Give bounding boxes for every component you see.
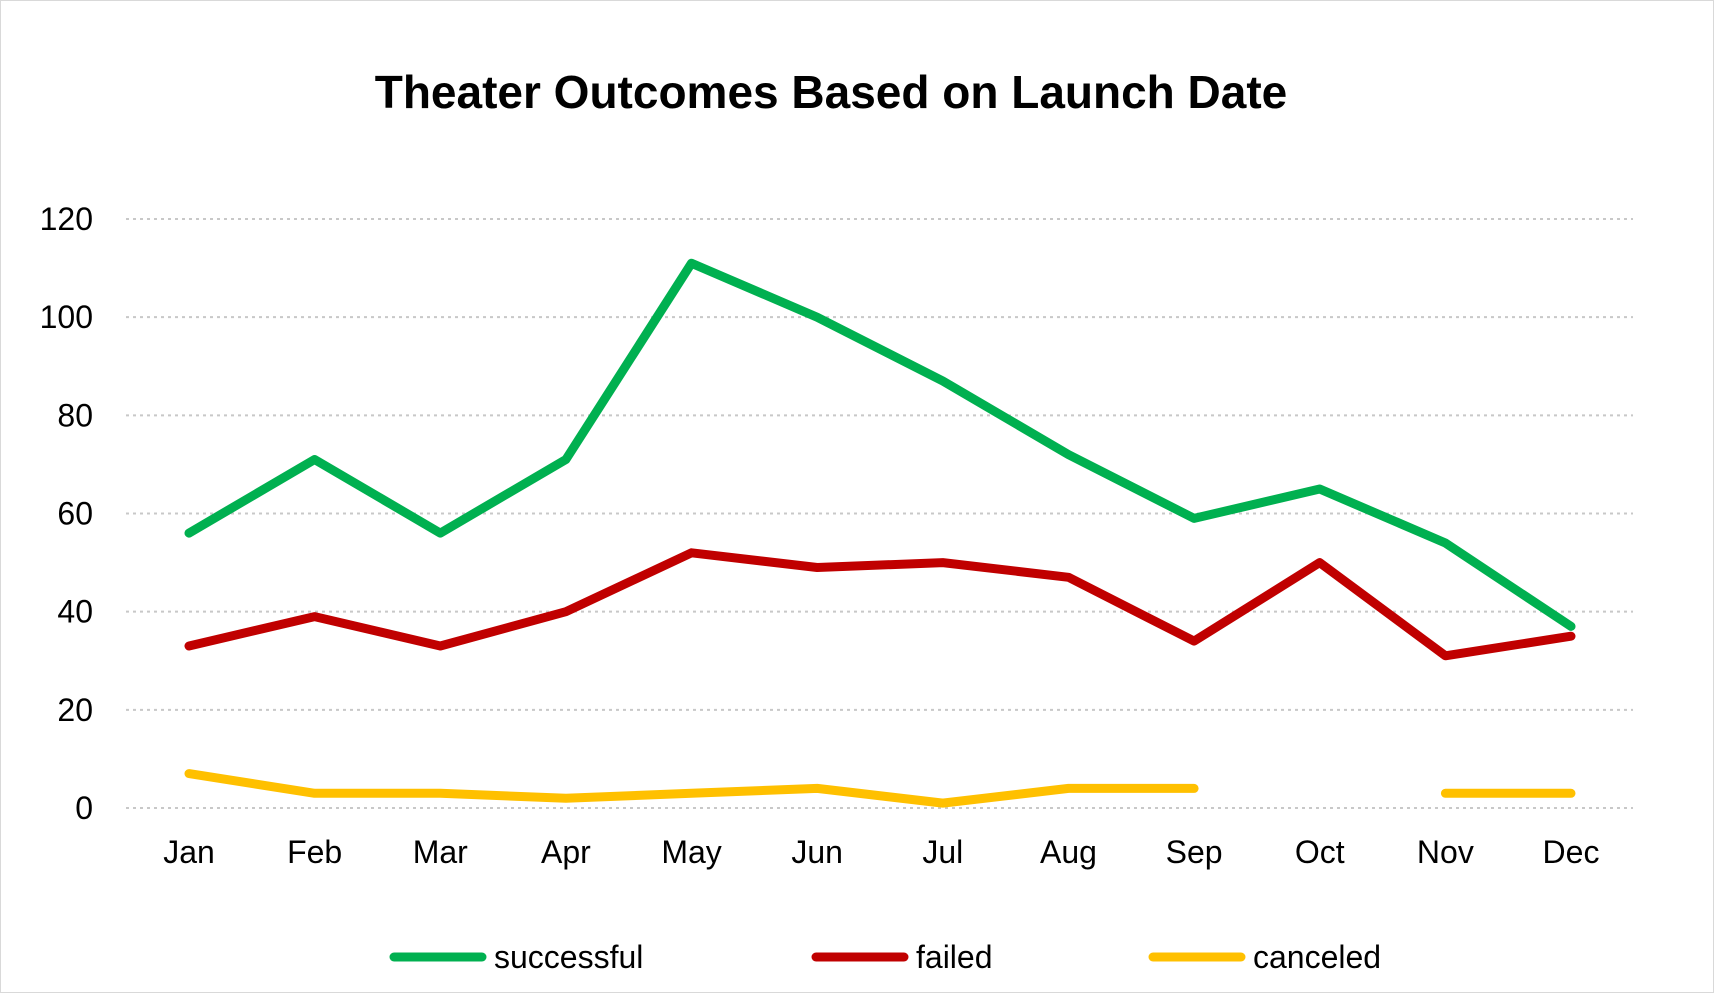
series-line-successful (184, 258, 1576, 631)
y-tick-label: 100 (40, 299, 93, 335)
y-axis-tick-labels: 0 20 40 60 80 100 120 (40, 201, 93, 826)
x-tick-label: Jun (791, 834, 843, 870)
x-tick-label: Jul (922, 834, 963, 870)
x-tick-label: Oct (1295, 834, 1345, 870)
series-lines (184, 258, 1576, 808)
x-tick-label: May (661, 834, 721, 870)
legend-label-successful: successful (494, 939, 643, 975)
y-tick-label: 40 (57, 594, 93, 630)
x-tick-label: Sep (1166, 834, 1223, 870)
y-tick-label: 60 (57, 496, 93, 532)
x-tick-label: Jan (163, 834, 215, 870)
y-tick-label: 20 (57, 692, 93, 728)
x-tick-label: Dec (1543, 834, 1600, 870)
x-tick-label: Aug (1040, 834, 1097, 870)
y-tick-label: 80 (57, 397, 93, 433)
x-tick-label: Apr (541, 834, 591, 870)
legend-label-canceled: canceled (1253, 939, 1381, 975)
legend-label-failed: failed (916, 939, 993, 975)
x-tick-label: Mar (413, 834, 468, 870)
series-line-failed (184, 548, 1576, 661)
chart-title: Theater Outcomes Based on Launch Date (375, 66, 1288, 118)
series-line-canceled (184, 769, 1576, 808)
x-tick-label: Feb (287, 834, 342, 870)
gridlines (126, 218, 1633, 809)
x-tick-label: Nov (1417, 834, 1474, 870)
legend: successful failed canceled (389, 939, 1381, 975)
x-axis-tick-labels: Jan Feb Mar Apr May Jun Jul Aug Sep Oct Nov Dec (163, 834, 1599, 870)
y-tick-label: 120 (40, 201, 93, 237)
y-tick-label: 0 (75, 790, 93, 826)
